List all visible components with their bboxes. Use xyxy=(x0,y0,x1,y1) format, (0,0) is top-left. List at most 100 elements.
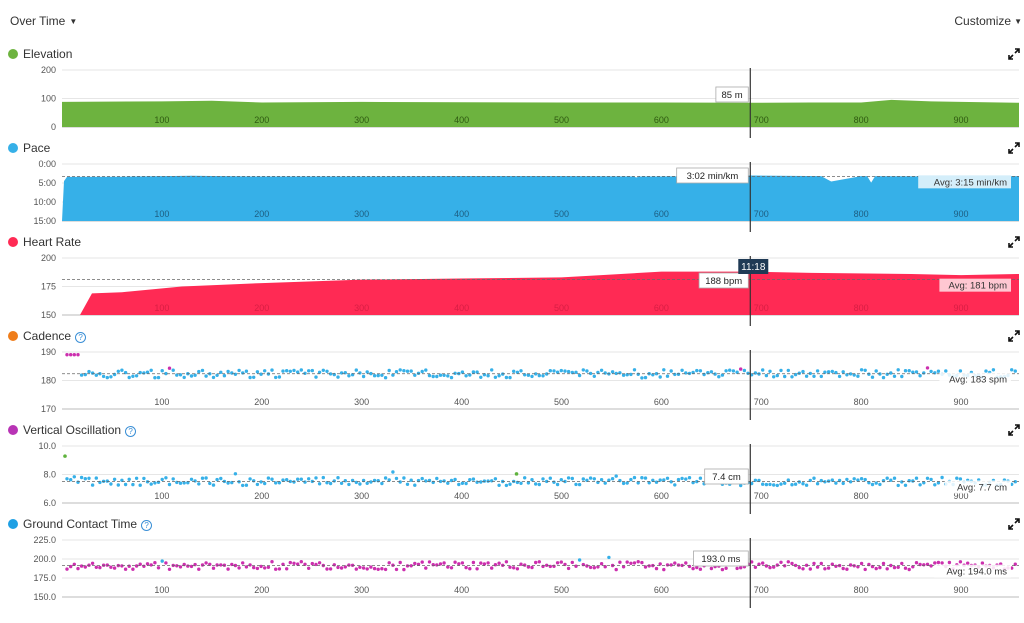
data-point xyxy=(772,375,776,379)
data-point xyxy=(746,371,750,375)
data-point xyxy=(376,373,380,378)
data-point xyxy=(555,482,560,487)
expand-icon[interactable] xyxy=(1008,518,1020,530)
data-point xyxy=(431,374,435,379)
expand-icon[interactable] xyxy=(1008,236,1020,248)
data-point xyxy=(526,565,531,569)
data-point xyxy=(1013,480,1017,484)
data-point xyxy=(512,566,516,570)
data-point xyxy=(244,369,249,373)
data-point xyxy=(614,567,618,572)
data-point xyxy=(63,454,67,458)
data-point xyxy=(753,565,758,569)
data-point xyxy=(874,566,878,571)
data-point xyxy=(508,482,512,486)
x-tick-label: 700 xyxy=(754,115,769,125)
data-point xyxy=(383,376,388,380)
data-point xyxy=(83,477,88,481)
data-point xyxy=(131,567,135,571)
plot-area[interactable]: 200 100 0 100 200 300 400 500 600 700 800 900 85 m xyxy=(0,46,1024,138)
data-point xyxy=(940,475,944,480)
data-point xyxy=(325,567,329,571)
data-point xyxy=(658,562,662,566)
plot-area[interactable]: 10.0 8.0 6.0 100 200 300 400 500 600 700 800 900 7.4… xyxy=(0,422,1024,514)
data-point xyxy=(442,479,446,483)
data-point xyxy=(804,483,809,487)
data-point xyxy=(186,564,190,568)
data-point xyxy=(343,479,347,483)
over-time-dropdown[interactable]: Over Time ▼ xyxy=(10,14,77,28)
data-point xyxy=(874,481,878,485)
data-point xyxy=(486,374,490,378)
data-point xyxy=(526,373,531,377)
data-point xyxy=(720,373,725,377)
data-point xyxy=(786,368,790,373)
data-point xyxy=(369,480,373,484)
help-icon[interactable]: ? xyxy=(125,426,137,437)
data-point xyxy=(779,560,783,564)
data-point xyxy=(514,472,519,476)
data-point xyxy=(288,369,292,373)
customize-dropdown[interactable]: Customize ▼ xyxy=(954,14,1022,28)
expand-icon[interactable] xyxy=(1008,142,1020,154)
data-point xyxy=(468,373,472,377)
data-point xyxy=(244,483,249,487)
data-point xyxy=(665,476,670,480)
data-point xyxy=(958,369,963,373)
data-point xyxy=(457,482,461,487)
data-point xyxy=(947,560,952,565)
data-point xyxy=(490,368,494,372)
data-point xyxy=(270,368,274,372)
data-point xyxy=(896,368,900,372)
help-icon[interactable]: ? xyxy=(75,332,87,343)
data-point xyxy=(545,479,549,484)
data-point xyxy=(555,561,560,565)
data-point xyxy=(643,565,648,569)
data-point xyxy=(596,370,600,375)
data-point xyxy=(215,373,219,377)
data-point xyxy=(303,371,307,375)
average-label-text: Avg: 181 bpm xyxy=(949,281,1008,292)
data-point xyxy=(775,483,779,488)
plot-area[interactable]: 0:00 5:00 10:00 15:00 100 200 300 400 500 600 700 8… xyxy=(0,140,1024,232)
expand-icon[interactable] xyxy=(1008,424,1020,436)
data-point xyxy=(76,566,80,571)
y-tick-label: 5:00 xyxy=(38,178,56,188)
y-tick-label: 150.0 xyxy=(33,592,56,602)
data-point xyxy=(878,482,882,487)
expand-icon[interactable] xyxy=(1008,48,1020,60)
expand-icon[interactable] xyxy=(1008,330,1020,342)
data-point xyxy=(625,560,629,564)
data-point xyxy=(519,562,523,566)
plot-area[interactable]: 200 175 150 100 200 300 400 500 600 700 800 900 188 … xyxy=(0,234,1024,326)
data-point xyxy=(138,483,142,487)
data-point xyxy=(90,483,95,487)
plot-area[interactable]: 190 180 170 100 200 300 400 500 600 700 800 900 Avg:… xyxy=(0,328,1024,420)
plot-area[interactable]: 225.0 200.0 175.0 150.0 100 200 300 400 500 600 70… xyxy=(0,516,1024,608)
time-tooltip-box xyxy=(738,259,769,274)
data-point xyxy=(255,370,260,374)
data-point xyxy=(768,369,772,373)
x-tick-label: 700 xyxy=(754,491,769,501)
data-point xyxy=(424,566,428,570)
help-icon[interactable]: ? xyxy=(141,520,153,531)
x-tick-label: 300 xyxy=(354,209,369,219)
chart-title: Heart Rate xyxy=(8,234,81,250)
data-point xyxy=(446,481,450,485)
data-point xyxy=(142,476,146,481)
data-point xyxy=(266,476,271,480)
tooltip-value: 188 bpm xyxy=(705,276,742,287)
data-point xyxy=(577,558,582,562)
data-point xyxy=(936,560,941,565)
x-tick-label: 300 xyxy=(354,397,369,407)
x-tick-label: 500 xyxy=(554,397,569,407)
data-point xyxy=(830,562,834,566)
x-tick-label: 500 xyxy=(554,303,569,313)
x-tick-label: 400 xyxy=(454,209,469,219)
x-tick-label: 700 xyxy=(754,303,769,313)
data-point xyxy=(526,481,531,485)
data-point xyxy=(834,370,838,375)
data-point xyxy=(167,366,172,370)
data-point xyxy=(530,478,534,482)
data-point xyxy=(369,371,373,376)
